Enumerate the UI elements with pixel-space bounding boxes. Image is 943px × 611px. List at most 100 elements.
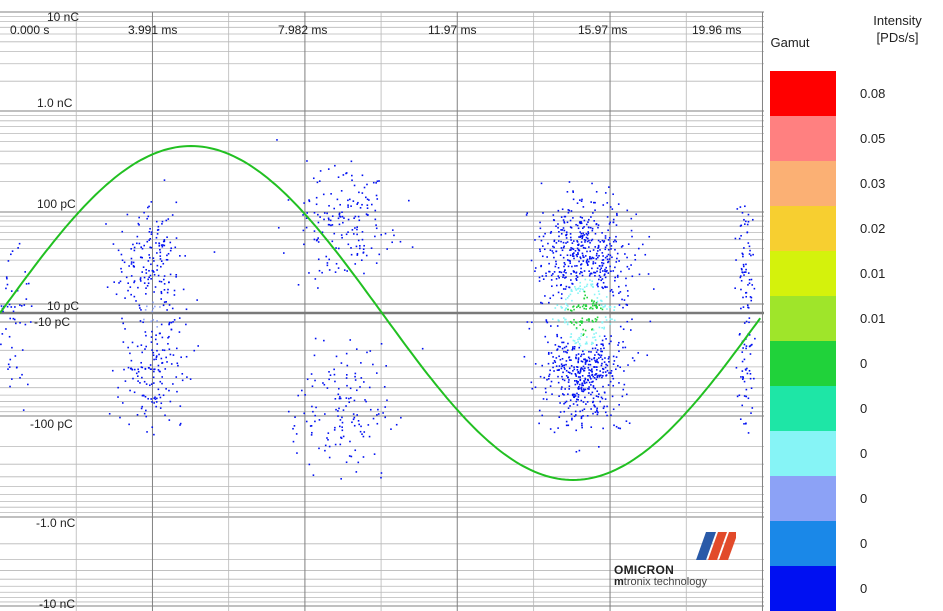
pd-point xyxy=(585,305,588,307)
pd-point xyxy=(580,360,583,362)
pd-point xyxy=(599,271,602,273)
pd-point xyxy=(181,379,184,382)
pd-point xyxy=(153,370,155,373)
pd-point xyxy=(296,452,298,454)
pd-point xyxy=(595,332,597,334)
pd-point xyxy=(582,260,585,262)
pd-point xyxy=(362,435,365,438)
pd-point xyxy=(583,389,586,391)
pd-point xyxy=(592,336,594,339)
pd-point xyxy=(591,229,594,232)
pd-point xyxy=(743,274,745,276)
pd-point xyxy=(339,397,342,400)
pd-point xyxy=(596,300,599,303)
pd-point xyxy=(328,258,331,261)
pd-point xyxy=(331,240,334,243)
pd-point xyxy=(548,375,550,378)
pd-point xyxy=(345,233,348,236)
pd-point xyxy=(365,400,367,403)
gamut-swatch xyxy=(770,476,836,521)
pd-point xyxy=(616,276,619,278)
pd-point xyxy=(596,267,599,270)
pd-point xyxy=(602,287,604,290)
pd-point xyxy=(748,253,751,255)
intensity-title: Intensity [PDs/s] xyxy=(873,13,922,45)
pd-point xyxy=(147,215,150,218)
pd-point xyxy=(324,444,327,447)
pd-point xyxy=(359,247,361,250)
pd-point xyxy=(578,336,580,339)
pd-point xyxy=(151,401,153,403)
pd-point xyxy=(362,252,365,254)
pd-point xyxy=(608,342,611,345)
pd-point xyxy=(155,358,157,361)
pd-point xyxy=(601,264,604,267)
pd-point xyxy=(574,287,577,290)
pd-point xyxy=(742,347,744,349)
pd-point xyxy=(354,372,357,375)
pd-point xyxy=(596,270,598,273)
pd-point xyxy=(159,255,162,257)
pd-point xyxy=(12,310,15,313)
pd-point xyxy=(395,423,398,426)
pd-point xyxy=(565,271,567,274)
pd-point xyxy=(353,416,356,419)
pd-point xyxy=(559,254,562,256)
pd-point xyxy=(630,229,633,232)
pd-point xyxy=(610,270,612,273)
pd-point xyxy=(150,341,153,343)
pd-point xyxy=(368,199,370,201)
pd-point xyxy=(159,258,162,260)
pd-point xyxy=(167,336,169,339)
pd-point xyxy=(597,246,600,248)
pd-point xyxy=(137,222,140,225)
pd-point xyxy=(571,247,574,250)
pd-point xyxy=(604,305,606,308)
pd-point xyxy=(747,306,749,309)
pd-point xyxy=(736,208,739,210)
pd-point xyxy=(602,204,605,206)
pd-point xyxy=(739,333,741,335)
pd-point xyxy=(637,247,640,250)
pd-point xyxy=(615,356,618,358)
pd-point xyxy=(156,320,158,322)
pd-point xyxy=(569,260,571,262)
pd-point xyxy=(329,374,332,377)
gamut-swatch xyxy=(770,296,836,341)
pd-point xyxy=(592,385,595,387)
pd-point xyxy=(328,218,330,221)
pd-point xyxy=(605,319,608,321)
pd-point xyxy=(343,217,345,219)
pd-point xyxy=(557,381,560,384)
pd-point xyxy=(136,375,139,377)
pd-point xyxy=(604,371,607,373)
pd-point xyxy=(314,420,316,423)
pd-point xyxy=(591,280,594,283)
pd-point xyxy=(557,427,559,429)
pd-point xyxy=(139,256,142,259)
pd-point xyxy=(132,261,135,264)
pd-point xyxy=(593,366,595,368)
pd-point xyxy=(568,388,570,390)
pd-point xyxy=(380,476,382,479)
pd-point xyxy=(634,258,637,261)
pd-point xyxy=(586,237,589,240)
pd-point xyxy=(577,227,580,230)
pd-point xyxy=(575,429,578,432)
pd-point xyxy=(594,411,597,413)
pd-point xyxy=(741,268,743,271)
pd-point xyxy=(356,203,358,205)
pd-point xyxy=(303,243,305,246)
pd-point xyxy=(604,270,606,273)
pd-point xyxy=(356,233,358,236)
pd-point xyxy=(572,370,574,372)
pd-point xyxy=(564,288,567,290)
pd-point xyxy=(584,241,586,243)
pd-point xyxy=(2,310,4,313)
pd-point xyxy=(573,366,575,368)
pd-point xyxy=(611,256,613,259)
pd-point xyxy=(334,426,336,429)
pd-point xyxy=(545,272,547,275)
pd-point xyxy=(314,278,317,280)
pd-point xyxy=(523,355,526,358)
